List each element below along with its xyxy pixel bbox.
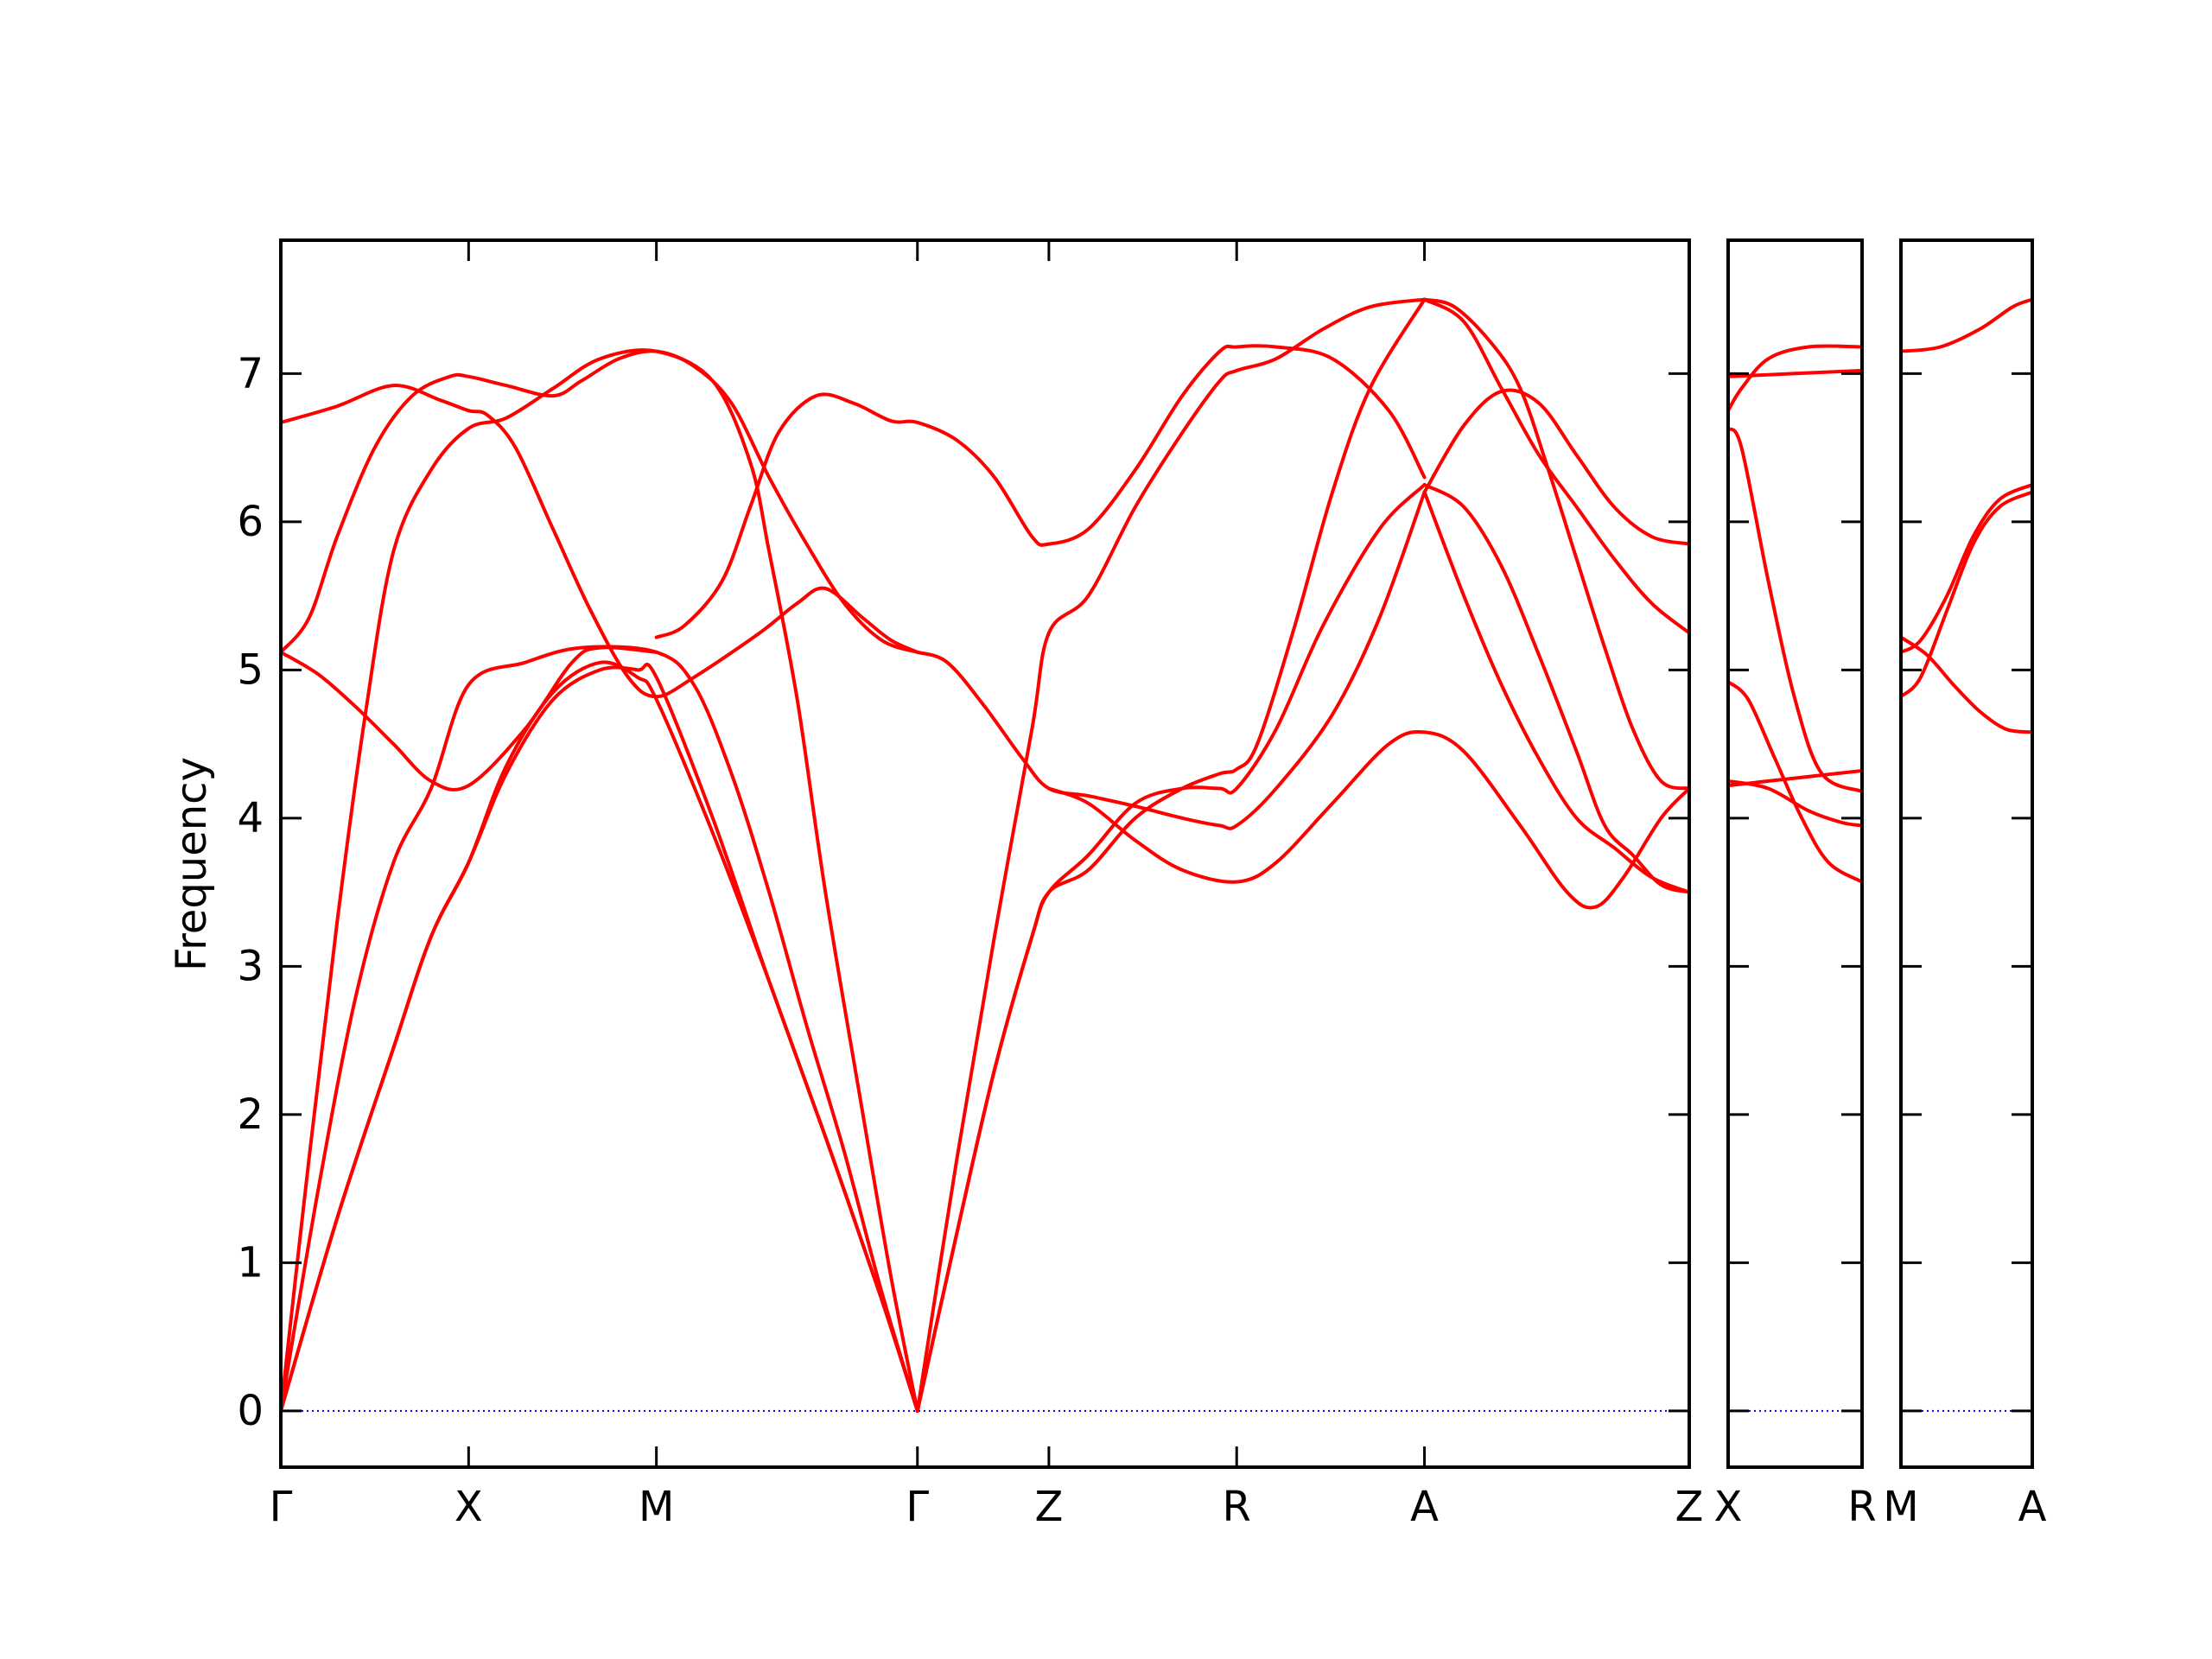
band-line-3 xyxy=(1728,426,1862,793)
x-tick-label: Γ xyxy=(270,1483,293,1531)
band-line-1 xyxy=(281,660,919,1413)
band-line-5 xyxy=(281,645,658,791)
band-line-13 xyxy=(1046,729,1689,910)
x-tick-label: R xyxy=(1847,1483,1876,1531)
x-tick-label: A xyxy=(1410,1483,1439,1531)
band-line-1 xyxy=(1728,344,1862,413)
band-line-1 xyxy=(1901,297,2032,353)
band-line-2 xyxy=(281,663,919,1413)
bands-group xyxy=(1728,344,1862,884)
band-line-10 xyxy=(915,297,1427,1413)
x-tick-label: M xyxy=(639,1483,674,1531)
band-line-11 xyxy=(915,297,1427,1413)
band-line-8 xyxy=(654,344,1427,639)
x-tick-label: X xyxy=(1714,1483,1743,1531)
y-tick-label: 6 xyxy=(237,498,264,546)
band-line-2 xyxy=(1901,483,2032,654)
bands-group xyxy=(1901,297,2032,734)
x-tick-label: X xyxy=(454,1483,483,1531)
y-tick-label: 4 xyxy=(237,794,264,842)
band-line-4 xyxy=(1728,680,1862,884)
band-line-9 xyxy=(915,490,1427,830)
panel-1: 0 1 2 3 4 5 6 7 Γ X M Γ Z R A Z xyxy=(237,238,1704,1531)
y-tick-label: 2 xyxy=(237,1090,264,1139)
x-tick-label: Z xyxy=(1034,1483,1063,1531)
band-line-4 xyxy=(1901,635,2032,734)
band-line-12 xyxy=(915,483,1427,1413)
y-tick-label: 0 xyxy=(237,1387,264,1435)
band-line-16 xyxy=(1422,388,1689,546)
y-tick-label: 1 xyxy=(237,1238,264,1287)
x-tick-label: A xyxy=(2018,1483,2047,1531)
band-line-15 xyxy=(1422,297,1689,635)
band-line-14 xyxy=(1422,297,1689,791)
y-tick-label: 7 xyxy=(237,349,264,397)
band-line-5 xyxy=(1728,779,1862,828)
panel-frame xyxy=(279,238,1691,1469)
bands-group xyxy=(281,297,1689,1413)
band-line-6 xyxy=(281,349,919,654)
y-tick-label: 3 xyxy=(237,942,264,990)
panel-frame xyxy=(1726,238,1864,1469)
x-tick-label: M xyxy=(1883,1483,1918,1531)
x-tick-label: Z xyxy=(1675,1483,1704,1531)
band-line-7 xyxy=(281,384,919,699)
band-line-3 xyxy=(281,645,919,1413)
y-tick-label: 5 xyxy=(237,645,264,694)
band-line-17 xyxy=(1422,490,1689,894)
band-line-4 xyxy=(281,348,919,1413)
x-tick-label: R xyxy=(1223,1483,1251,1531)
band-line-2 xyxy=(1728,368,1862,378)
band-line-18 xyxy=(1422,483,1689,894)
y-axis-label: Frequency xyxy=(168,757,216,971)
band-line-3 xyxy=(1901,490,2032,699)
band-line-6 xyxy=(1728,769,1862,788)
panel-frame xyxy=(1899,238,2034,1469)
x-tick-label: Γ xyxy=(906,1483,929,1531)
